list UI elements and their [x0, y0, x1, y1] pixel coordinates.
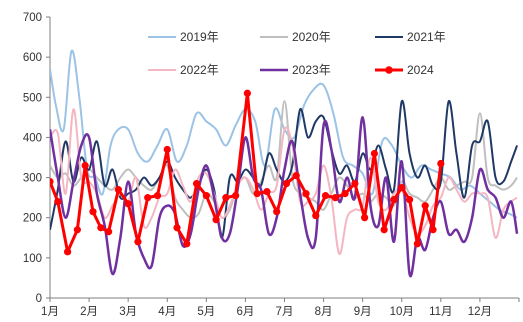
x-tick-label: 1月	[41, 306, 59, 318]
series-layer	[50, 49, 519, 278]
data-point	[361, 214, 369, 222]
x-tick-label: 10月	[390, 306, 414, 318]
data-point	[89, 208, 97, 216]
x-tick-label: 6月	[236, 306, 254, 318]
data-point	[134, 238, 142, 246]
data-point	[351, 179, 359, 188]
legend-label: 2024	[407, 63, 434, 77]
data-point	[192, 179, 201, 188]
series-2019年	[50, 49, 518, 219]
legend-label: 2020年	[292, 30, 331, 44]
series-line-2023年	[50, 116, 519, 278]
data-point	[390, 196, 398, 204]
y-tick-label: 0	[36, 293, 42, 305]
data-point	[341, 190, 349, 198]
y-tick-label: 200	[23, 213, 42, 225]
data-point	[50, 177, 54, 186]
data-point	[302, 190, 310, 198]
data-point	[398, 184, 406, 192]
data-point	[163, 145, 171, 154]
x-tick-label: 2月	[80, 306, 98, 318]
data-point	[292, 171, 300, 180]
axes: 0 100 200 300 400 500 600 700 1月 2月 3月 4月 5月 6月 7月 8月 9月…	[23, 12, 520, 318]
x-tick-label: 4月	[158, 306, 176, 318]
x-tick-label: 9月	[354, 306, 372, 318]
data-point	[212, 216, 220, 224]
legend-item-2020年: 2020年	[260, 30, 331, 44]
data-point	[63, 248, 72, 256]
x-tick-label: 12月	[468, 306, 492, 318]
x-tick-label: 7月	[276, 306, 294, 318]
y-tick-label: 700	[23, 12, 42, 24]
data-point	[273, 208, 281, 216]
y-tick-label: 100	[23, 253, 42, 265]
data-point	[183, 240, 191, 248]
data-point	[153, 192, 162, 200]
series-2024	[50, 89, 445, 256]
data-point	[232, 192, 240, 200]
data-point	[253, 190, 261, 198]
legend-item-2024: 2024	[375, 63, 434, 77]
data-point	[413, 240, 421, 248]
data-point	[54, 198, 62, 206]
data-point	[105, 228, 113, 236]
data-point	[370, 149, 378, 158]
data-point	[437, 159, 445, 168]
data-point	[282, 179, 291, 188]
x-tick-label: 3月	[119, 306, 137, 318]
data-point	[222, 194, 230, 202]
data-point	[429, 226, 437, 234]
data-point	[421, 202, 429, 210]
y-tick-label: 400	[23, 132, 42, 144]
data-point	[73, 226, 81, 234]
x-tick-label: 5月	[197, 306, 215, 318]
y-tick-label: 300	[23, 173, 42, 185]
data-point	[202, 192, 210, 200]
legend-label: 2019年	[180, 30, 219, 44]
data-point	[97, 224, 105, 232]
legend-label: 2021年	[407, 30, 446, 44]
legend: 2019年 2020年 2021年 2022年 2023年 2024	[148, 30, 446, 77]
data-point	[243, 89, 251, 97]
series-2023年	[50, 116, 519, 278]
y-tick-label: 500	[23, 92, 42, 104]
legend-item-2019年: 2019年	[148, 30, 219, 44]
x-tick-label: 8月	[315, 306, 333, 318]
data-point	[380, 226, 388, 234]
x-tick-label: 11月	[429, 306, 452, 318]
data-point	[263, 188, 271, 196]
legend-marker	[385, 66, 393, 74]
data-point	[114, 186, 122, 194]
legend-label: 2023年	[292, 63, 331, 77]
data-point	[331, 194, 339, 202]
data-point	[124, 200, 132, 208]
legend-label: 2022年	[180, 63, 219, 77]
data-point	[173, 224, 181, 232]
y-tick-label: 600	[23, 52, 42, 64]
series-line-2019年	[50, 49, 518, 219]
data-point	[321, 192, 330, 200]
data-point	[312, 212, 320, 220]
data-point	[144, 194, 152, 202]
data-point	[405, 196, 414, 204]
legend-item-2022年: 2022年	[148, 63, 219, 77]
data-point	[81, 161, 89, 170]
legend-item-2021年: 2021年	[375, 30, 446, 44]
legend-item-2023年: 2023年	[260, 63, 331, 77]
